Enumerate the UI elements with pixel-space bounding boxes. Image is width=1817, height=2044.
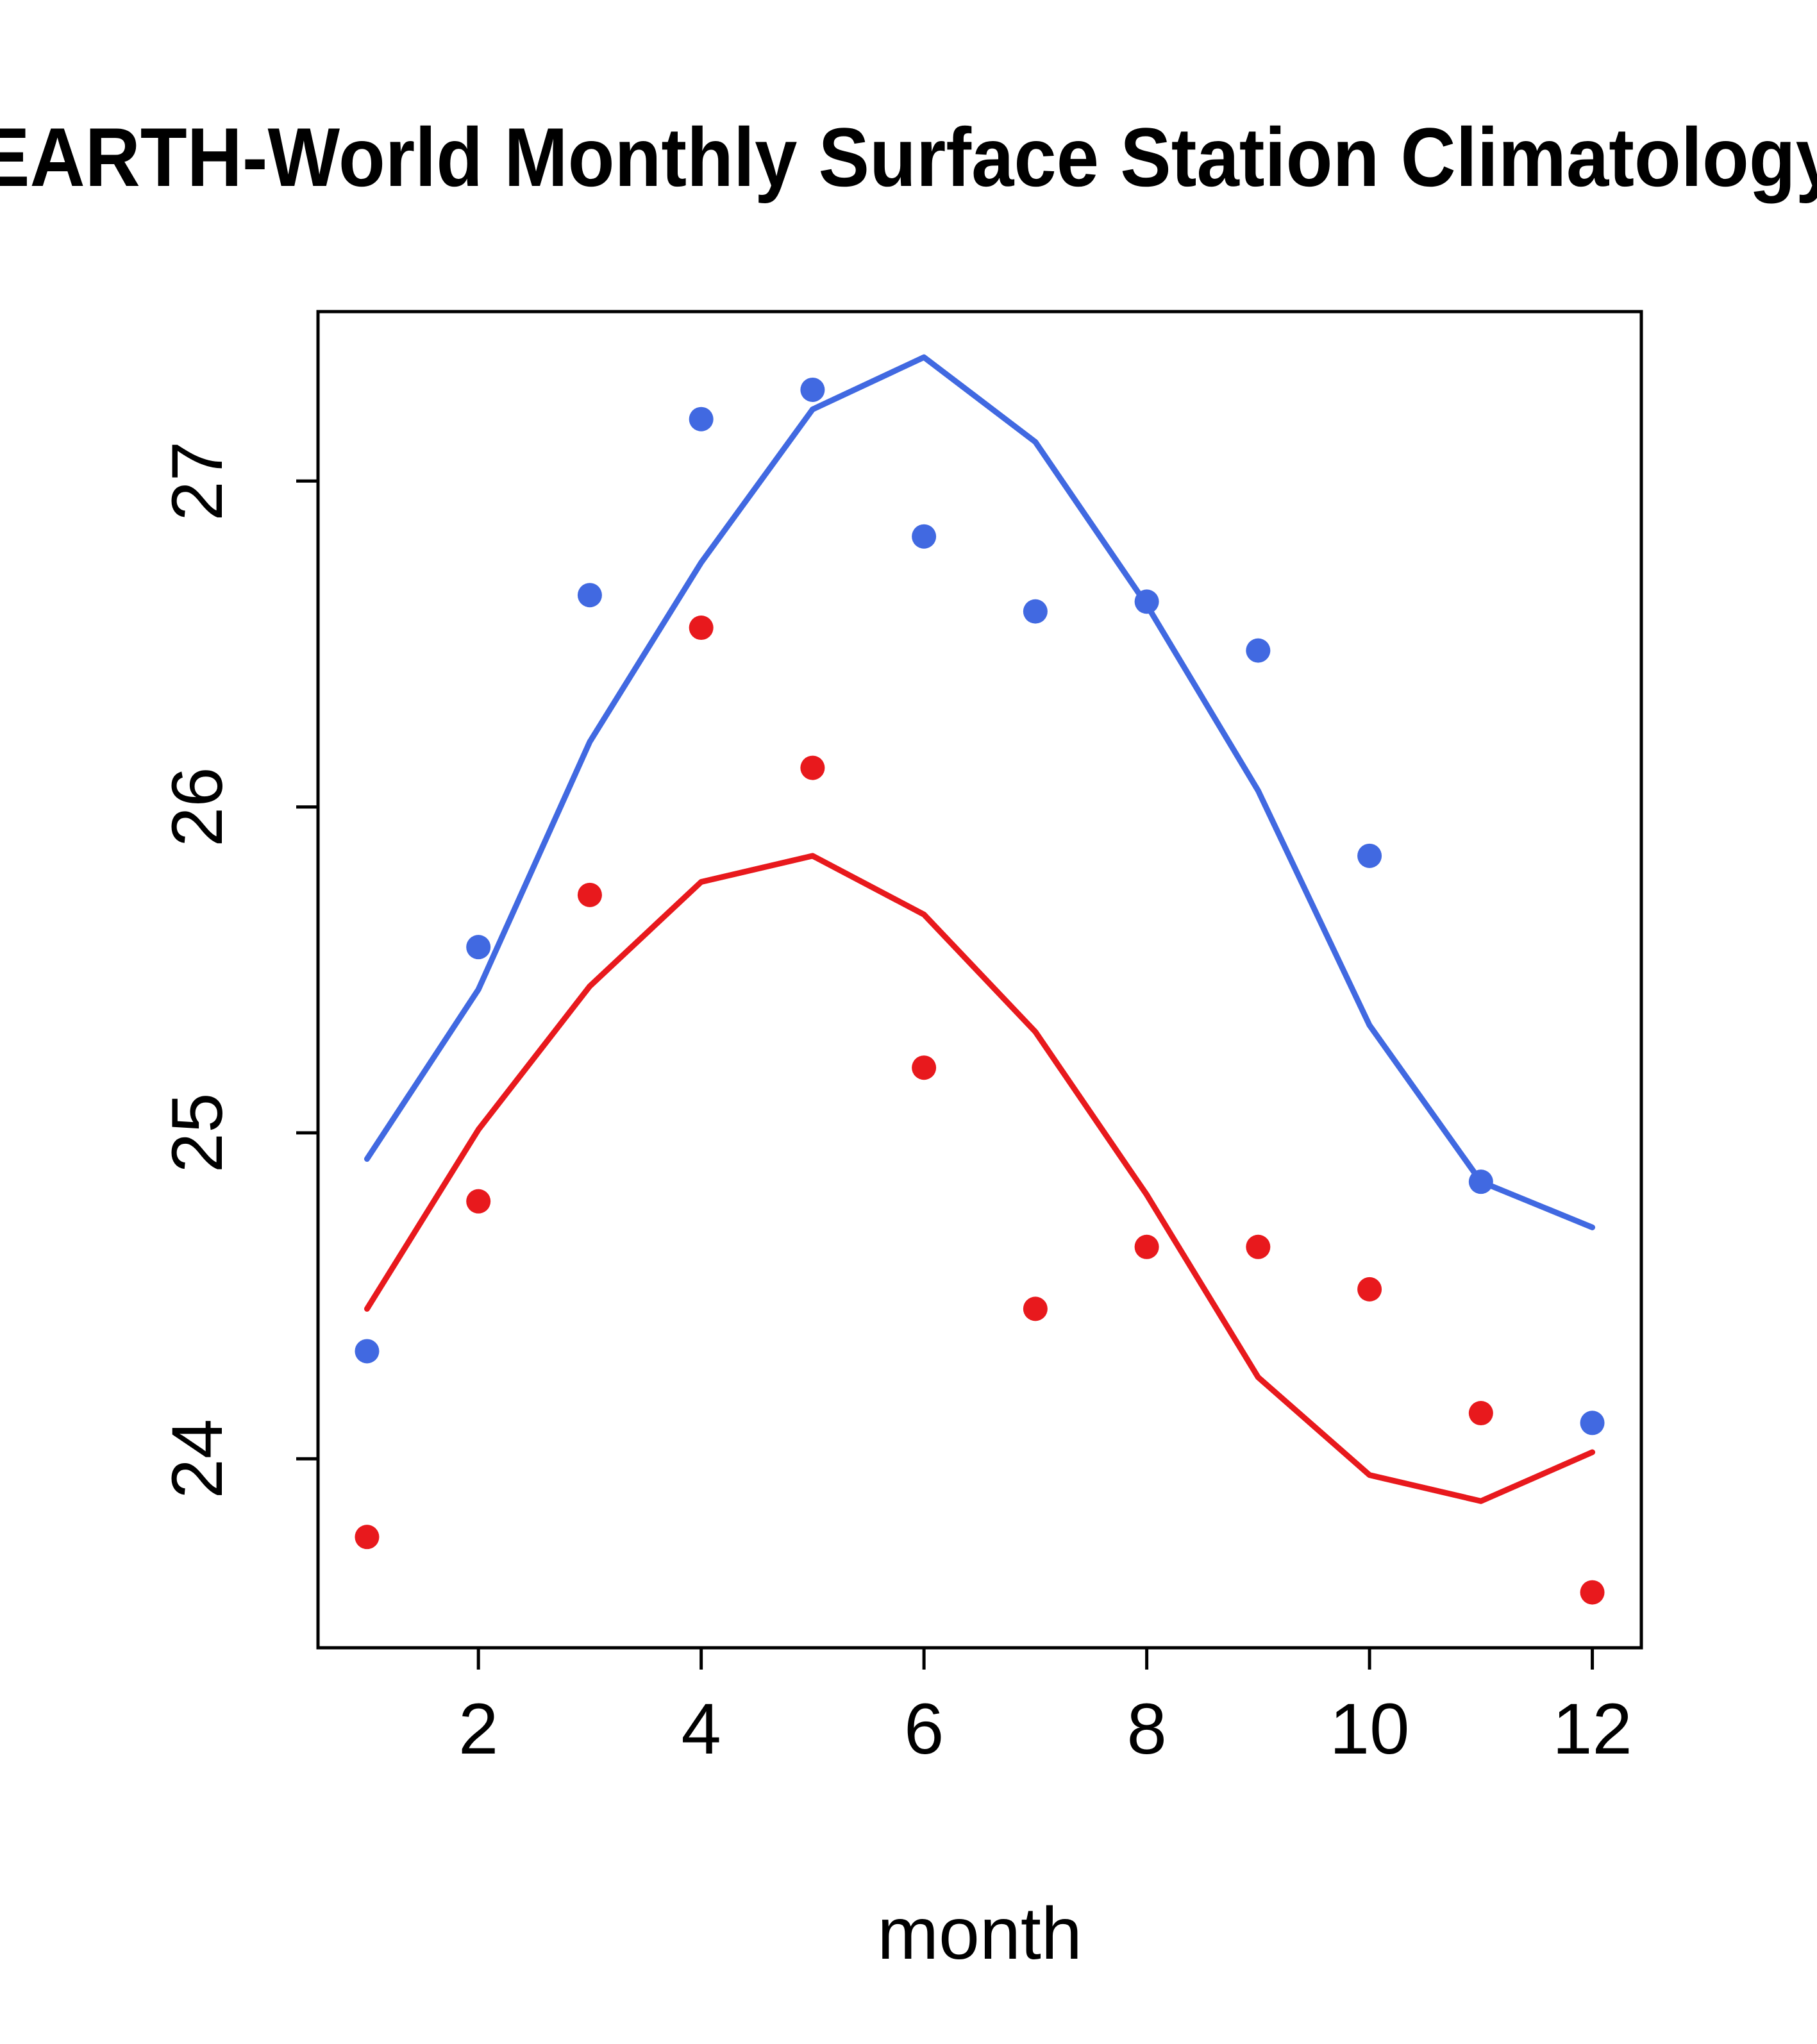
data-point [912, 1055, 937, 1080]
data-point [466, 935, 491, 960]
data-point [577, 583, 602, 608]
data-point [1134, 1234, 1159, 1259]
x-axis-label: month [877, 1893, 1082, 1975]
data-point [1357, 1277, 1382, 1302]
data-point [1246, 1234, 1271, 1259]
y-axis-tick-label: 27 [157, 441, 237, 521]
x-axis-tick-label: 2 [458, 1689, 498, 1769]
data-point [1468, 1169, 1493, 1194]
data-point [912, 524, 937, 549]
data-point [800, 755, 825, 780]
data-point [1023, 599, 1048, 624]
data-point [1468, 1401, 1493, 1426]
data-point [355, 1339, 380, 1364]
plot-box [316, 310, 1643, 1650]
data-point [1246, 638, 1271, 663]
blue-points-monthly [355, 377, 1605, 1436]
data-point [1580, 1580, 1605, 1605]
data-point [1023, 1296, 1048, 1321]
blue-line-fit [364, 354, 1596, 1230]
y-axis-tick-label: 26 [157, 767, 237, 847]
x-axis-tick-label: 12 [1552, 1689, 1632, 1769]
x-axis-tick-label: 10 [1330, 1689, 1410, 1769]
x-axis-tick-label: 6 [904, 1689, 944, 1769]
chart-title: EARTH-World Monthly Surface Station Clim… [0, 110, 1817, 204]
data-point [577, 882, 602, 907]
y-axis-tick-label: 25 [157, 1093, 237, 1173]
data-point [689, 616, 714, 641]
data-point [355, 1525, 380, 1550]
data-point [1580, 1411, 1605, 1436]
red-points-monthly [355, 616, 1605, 1605]
data-point [800, 377, 825, 402]
data-point [1357, 843, 1382, 868]
x-axis-tick-label: 8 [1126, 1689, 1166, 1769]
y-axis-tick-label: 24 [157, 1419, 237, 1499]
red-line-fit [364, 853, 1596, 1504]
data-point [1134, 589, 1159, 614]
data-point [689, 406, 714, 431]
data-point [466, 1189, 491, 1214]
x-axis-tick-label: 4 [682, 1689, 721, 1769]
